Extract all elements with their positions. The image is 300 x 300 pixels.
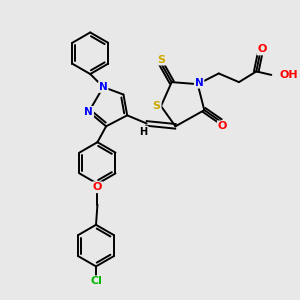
Text: O: O [93,182,102,192]
Text: O: O [257,44,267,55]
Text: S: S [153,101,161,111]
Text: N: N [99,82,108,92]
Text: Cl: Cl [90,276,102,286]
Text: N: N [195,78,203,88]
Text: O: O [218,121,227,131]
Text: H: H [140,127,148,136]
Text: N: N [84,107,93,117]
Text: S: S [158,55,166,64]
Text: OH: OH [279,70,298,80]
